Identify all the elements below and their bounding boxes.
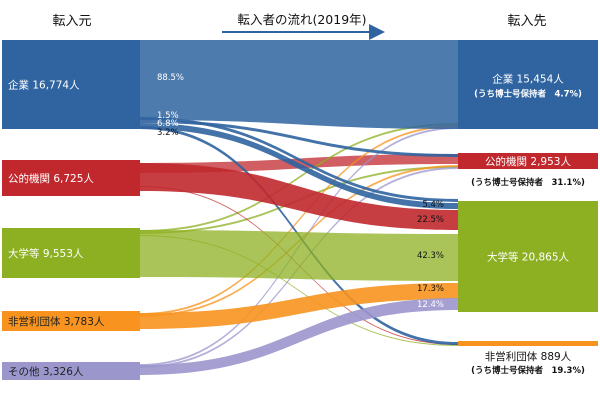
dest-sublabel-company: (うち博士号保持者 4.7%) [474, 89, 582, 100]
flow-band-university-to-nonprofit-minor-8 [140, 235, 458, 346]
flow-label-nonprofit-to-university: 17.3% [417, 284, 444, 294]
source-label-public: 公的機関 6,725人 [8, 172, 94, 185]
flow-band-other-to-university [140, 298, 458, 375]
source-node-university [2, 228, 140, 278]
source-label-other: その他 3,326人 [8, 365, 84, 378]
flow-label-company-to-university: 5.4% [422, 200, 444, 210]
flow-band-company-to-company [140, 40, 458, 129]
dest-sublabel-public: (うち博士号保持者 31.1%) [471, 177, 585, 188]
flow-label-company-to-company: 88.5% [157, 73, 184, 83]
dest-sublabel-nonprofit: (うち博士号保持者 19.3%) [471, 365, 585, 376]
source-label-company: 企業 16,774人 [8, 79, 80, 92]
source-node-other [2, 362, 140, 380]
flow-band-public-to-university [140, 163, 458, 230]
flow-band-university-to-university [140, 230, 458, 281]
flow-label-company-to-public: 1.5% [157, 111, 179, 121]
flow-bands [140, 40, 458, 375]
dest-node-company [458, 40, 598, 129]
dest-label-nonprofit: 非営利団体 889人 [485, 350, 572, 363]
flow-band-company-to-public [140, 120, 458, 157]
source-label-university: 大学等 9,553人 [8, 247, 84, 260]
flow-label-public-to-university: 22.5% [417, 215, 444, 225]
flow-band-company-to-university [140, 117, 458, 202]
dest-node-nonprofit [458, 341, 598, 346]
flow-title: 転入者の流れ(2019年) [237, 12, 366, 27]
dest-label-company: 企業 15,454人 [492, 73, 564, 86]
flow-labels: 88.5% 1.5%6.8%3.2% 5.4% 22.5% 42.3% 17.3% 12.4… [157, 73, 444, 310]
flow-label-company-to-university: 6.8% [157, 119, 179, 129]
flow-band-nonprofit-to-university [140, 283, 458, 329]
source-label-nonprofit: 非営利団体 3,783人 [8, 315, 105, 328]
flow-label-university-to-university: 42.3% [417, 251, 444, 261]
dest-node-university [458, 201, 598, 312]
source-column-title: 転入元 [52, 14, 91, 29]
dest-column-title: 転入先 [507, 14, 546, 29]
flow-band-nonprofit-to-company-minor-3 [140, 125, 458, 315]
source-node-public [2, 160, 140, 196]
source-node-company [2, 40, 140, 129]
dest-label-public: 公的機関 2,953人 [485, 155, 571, 168]
dest-label-university: 大学等 20,865人 [487, 251, 570, 264]
flow-band-company-to-university [140, 123, 458, 209]
dest-node-public [458, 153, 598, 169]
flow-band-university-to-company-minor-1 [140, 123, 458, 232]
flow-label-company-to-nonprofit: 3.2% [157, 128, 179, 138]
flow-label-other-to-university: 12.4% [417, 300, 444, 310]
source-node-nonprofit [2, 311, 140, 331]
